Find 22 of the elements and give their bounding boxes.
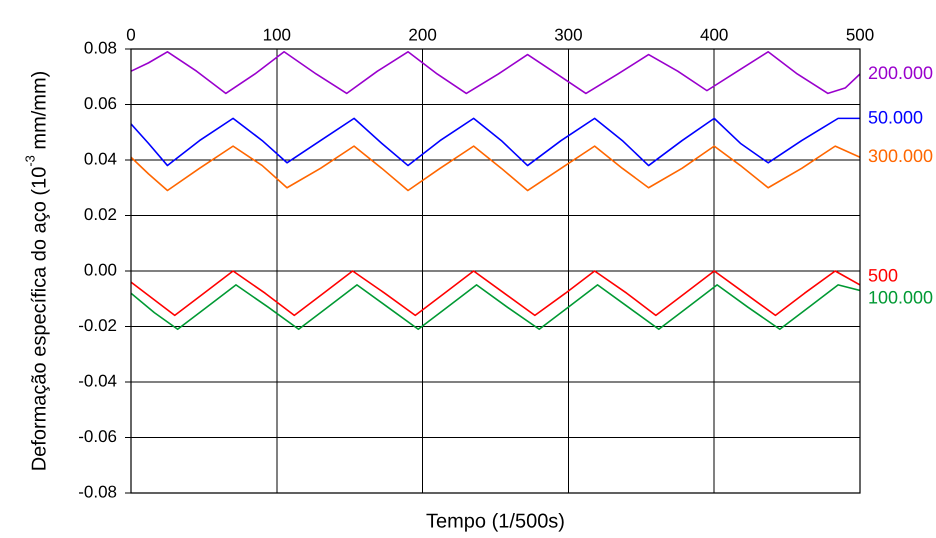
x-tick-label: 200 xyxy=(408,25,437,44)
x-axis-title: Tempo (1/500s) xyxy=(426,510,565,533)
series-label: 300.000 xyxy=(868,146,934,166)
series-label: 500 xyxy=(868,266,898,286)
x-tick-label: 500 xyxy=(846,25,874,44)
x-tick-label: 400 xyxy=(700,25,728,44)
y-tick-label: -0.02 xyxy=(78,316,117,336)
y-tick-label: -0.06 xyxy=(78,427,117,446)
y-tick-label: 0.04 xyxy=(84,150,117,169)
y-tick-label: 0.08 xyxy=(84,38,117,58)
y-tick-label: 0.02 xyxy=(84,205,117,224)
y-tick-label: -0.04 xyxy=(78,372,117,391)
y-tick-label: 0.06 xyxy=(84,94,117,114)
y-tick-label: -0.08 xyxy=(78,482,117,502)
y-axis-title: Deformação específica do aço (10-3 mm/mm) xyxy=(22,70,51,472)
y-tick-label: 0.00 xyxy=(84,260,117,280)
series-label: 100.000 xyxy=(868,288,934,308)
x-tick-label: 100 xyxy=(262,25,291,44)
series-label: 50.000 xyxy=(868,107,924,128)
series-label: 200.000 xyxy=(868,62,934,83)
x-tick-label: 300 xyxy=(554,25,583,44)
x-tick-label: 0 xyxy=(126,25,136,44)
